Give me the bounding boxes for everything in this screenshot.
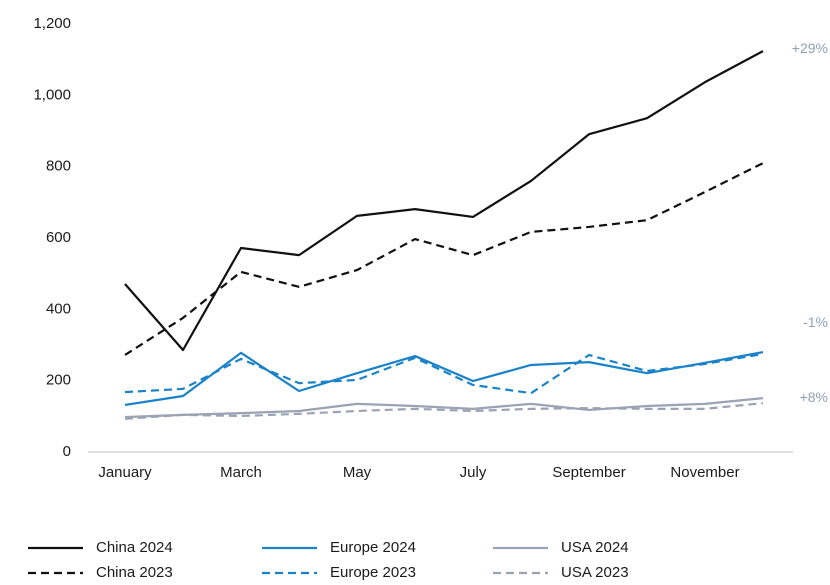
end-label: +29% (792, 40, 828, 56)
series-line (124, 162, 764, 356)
legend-label: China 2023 (96, 564, 173, 581)
series-line (124, 352, 764, 395)
legend-label: China 2024 (96, 539, 173, 556)
y-tick-label: 200 (46, 372, 71, 389)
y-tick-label: 0 (63, 443, 71, 460)
y-tick-label: 600 (46, 229, 71, 246)
y-tick-label: 400 (46, 300, 71, 317)
y-tick-label: 800 (46, 158, 71, 175)
y-tick-label: 1,200 (33, 15, 71, 32)
end-label: +8% (800, 389, 828, 405)
end-label: -1% (803, 314, 828, 330)
series-line (124, 351, 764, 407)
series-line (124, 50, 764, 352)
legend-label: Europe 2023 (330, 564, 416, 581)
x-tick-label: May (343, 464, 372, 481)
legend-label: USA 2023 (561, 564, 629, 581)
series-line (124, 402, 764, 420)
x-tick-label: January (98, 464, 152, 481)
series-line (124, 397, 764, 419)
x-tick-label: March (220, 464, 262, 481)
x-tick-label: November (670, 464, 739, 481)
y-tick-label: 1,000 (33, 86, 71, 103)
legend-label: USA 2024 (561, 539, 629, 556)
legend-label: Europe 2024 (330, 539, 416, 556)
x-tick-label: July (460, 464, 487, 481)
x-tick-label: September (552, 464, 625, 481)
